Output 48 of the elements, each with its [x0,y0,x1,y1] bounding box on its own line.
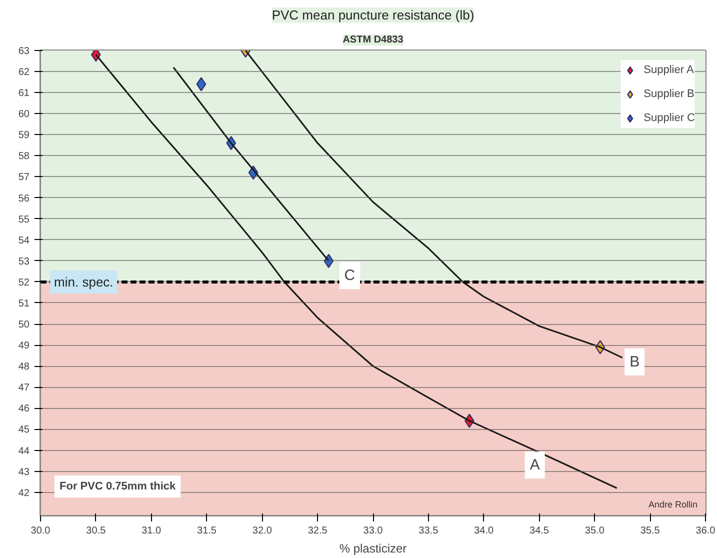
y-tick-label: 56 [18,193,30,204]
x-tick-label: 33.5 [418,526,439,536]
x-axis-title: % plasticizer [339,542,407,556]
y-tick-label: 46 [18,404,30,415]
legend-label: Supplier C [644,112,695,124]
annotation: Andre Rollin [648,500,698,510]
y-tick-label: 61 [18,88,30,100]
y-tick-label: 43 [18,466,30,478]
x-tick-label: 34.5 [530,526,550,536]
y-tick-label: 59 [18,130,30,142]
x-tick-label: 30.5 [86,526,106,536]
x-tick-label: 31.0 [142,526,162,536]
y-tick-label: 60 [18,109,30,120]
y-tick-label: 49 [18,340,30,352]
y-tick-label: 47 [18,382,30,394]
y-tick-label: 63 [18,46,30,57]
x-tick-label: 35.5 [640,526,660,536]
chart-subtitle: ASTM D4833 [342,34,404,46]
legend-label: Supplier A [644,64,694,76]
y-tick-label: 48 [18,362,30,373]
x-tick-label: 36.0 [696,526,716,536]
legend-label: Supplier B [644,88,694,100]
x-tick-label: 32.0 [252,526,272,536]
chart-title: PVC mean puncture resistance (lb) [272,8,474,22]
annotation: A [530,456,540,474]
y-tick-label: 54 [18,235,30,246]
annotation: B [630,353,640,370]
y-tick-label: 52 [18,277,30,288]
point [196,77,206,92]
x-tick-label: 34.0 [474,526,494,536]
y-tick-label: 55 [18,214,30,226]
annotation: For PVC 0.75mm thick [60,480,177,492]
y-tick-label: 45 [18,424,30,436]
y-tick-label: 51 [18,298,30,310]
x-tick-label: 35.0 [584,526,605,536]
ref-line-label: min. spec. [54,274,114,290]
x-tick-label: 32.5 [308,526,328,536]
y-tick-label: 42 [18,488,30,499]
x-tick-label: 33.0 [363,526,384,536]
annotation: C [344,267,356,284]
y-tick-label: 57 [18,172,30,184]
x-tick-label: 30.0 [30,526,51,536]
y-tick-label: 62 [18,67,30,78]
y-tick-label: 44 [18,446,30,457]
y-tick-label: 53 [18,256,30,268]
x-tick-label: 31.5 [197,526,217,536]
y-tick-label: 50 [18,320,30,331]
y-tick-label: 58 [18,151,30,162]
